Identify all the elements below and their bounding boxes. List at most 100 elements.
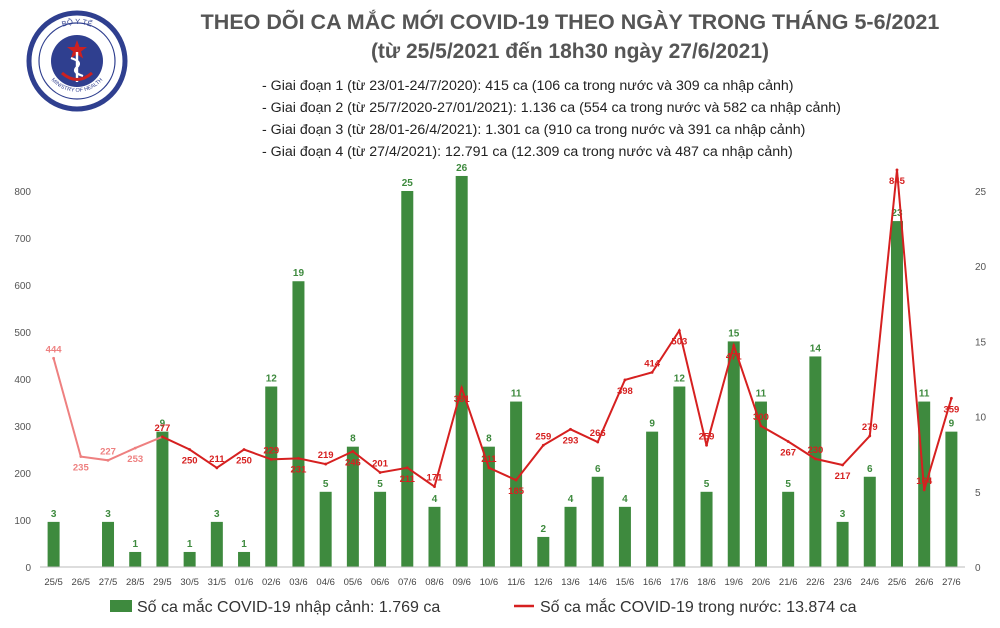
bar-07/6 (401, 191, 414, 567)
bar-21/6 (782, 491, 795, 567)
bar-value-label: 4 (622, 494, 628, 505)
x-tick-label: 27/6 (942, 577, 961, 588)
bar-29/5 (156, 431, 169, 567)
line-point-27/6 (949, 396, 953, 400)
bar-value-label: 23 (891, 208, 903, 219)
line-value-label: 201 (372, 459, 389, 470)
line-point-25/6 (895, 168, 899, 172)
bar-value-label: 6 (867, 464, 873, 475)
bar-16/6 (646, 431, 659, 567)
bar-06/6 (374, 491, 387, 567)
line-value-label: 217 (835, 471, 851, 482)
chart-subtitle: (từ 25/5/2021 đến 18h30 ngày 27/6/2021) (370, 40, 770, 63)
ministry-of-health-logo: BỘ Y TẾ MINISTRY OF HEALTH (26, 10, 128, 112)
bar-10/6 (482, 446, 495, 567)
right-tick-label: 20 (975, 262, 987, 273)
x-tick-label: 18/6 (697, 577, 716, 588)
line-value-label: 219 (318, 450, 334, 461)
line-value-label: 230 (807, 445, 823, 456)
x-tick-label: 09/6 (452, 577, 471, 588)
x-tick-label: 28/5 (126, 577, 145, 588)
line-value-label: 246 (345, 457, 361, 468)
x-tick-label: 12/6 (534, 577, 553, 588)
right-tick-label: 10 (975, 413, 987, 424)
line-value-label: 231 (291, 464, 308, 475)
left-tick-label: 200 (14, 469, 31, 480)
left-tick-label: 600 (14, 281, 31, 292)
line-value-label: 266 (590, 428, 606, 439)
bar-value-label: 3 (840, 509, 846, 520)
x-tick-label: 24/6 (861, 577, 880, 588)
line-value-label: 471 (726, 352, 743, 363)
line-segment-main (161, 169, 953, 491)
line-value-label: 259 (535, 431, 551, 442)
bar-25/5 (47, 521, 60, 567)
x-tick-label: 31/5 (208, 577, 227, 588)
line-point-31/5 (215, 466, 219, 470)
x-tick-label: 17/6 (670, 577, 689, 588)
line-value-label: 279 (862, 422, 878, 433)
bar-value-label: 1 (241, 539, 247, 550)
bar-23/6 (836, 521, 849, 567)
right-tick-label: 0 (975, 563, 981, 574)
left-tick-label: 700 (14, 234, 31, 245)
x-tick-label: 02/6 (262, 577, 281, 588)
line-value-label: 235 (73, 463, 90, 474)
bar-value-label: 1 (187, 539, 193, 550)
x-tick-label: 19/6 (725, 577, 744, 588)
bar-14/6 (591, 476, 604, 567)
line-value-label: 250 (236, 456, 252, 467)
bar-11/6 (510, 401, 523, 567)
line-value-label: 250 (182, 456, 198, 467)
bar-28/5 (129, 551, 142, 567)
bar-02/6 (265, 386, 278, 567)
line-point-21/6 (786, 440, 790, 443)
line-point-22/6 (813, 457, 817, 461)
bar-value-label: 9 (949, 419, 955, 430)
line-point-15/6 (623, 378, 627, 382)
bar-value-label: 11 (511, 389, 522, 400)
line-value-label: 845 (889, 176, 906, 187)
bar-value-label: 2 (541, 524, 547, 535)
bar-08/6 (428, 506, 441, 567)
line-point-01/6 (242, 448, 246, 451)
bar-01/6 (238, 551, 251, 567)
x-tick-label: 25/6 (888, 577, 907, 588)
bar-05/6 (346, 446, 359, 567)
x-tick-label: 15/6 (616, 577, 635, 588)
bar-value-label: 3 (51, 509, 57, 520)
left-tick-label: 300 (14, 422, 31, 433)
line-point-04/6 (324, 462, 328, 466)
bar-value-label: 15 (728, 328, 740, 339)
bar-30/5 (183, 551, 196, 567)
line-value-label: 414 (644, 358, 661, 369)
phase-2-summary: - Giai đoạn 2 (từ 25/7/2020-27/01/2021):… (262, 100, 841, 116)
bar-value-labels: 3 319131121958525426811246491251511514362… (51, 163, 955, 550)
left-axis: 0 100 200 300 400 500 600 700 800 (14, 187, 31, 574)
bar-value-label: 6 (595, 464, 601, 475)
line-point-06/6 (378, 471, 382, 474)
x-tick-label: 05/6 (344, 577, 363, 588)
line-value-label: 398 (617, 386, 633, 397)
line-point-26/5 (79, 455, 83, 458)
bar-27/5 (102, 521, 115, 567)
line-value-label: 211 (481, 454, 497, 465)
x-tick-label: 11/6 (507, 577, 525, 588)
line-point-30/5 (188, 448, 192, 451)
x-tick-label: 26/5 (72, 577, 91, 588)
x-tick-label: 21/6 (779, 577, 798, 588)
bar-value-label: 25 (402, 178, 414, 189)
x-tick-label: 22/6 (806, 577, 825, 588)
bar-25/6 (890, 221, 903, 567)
line-value-label: 293 (563, 435, 579, 446)
line-value-label: 171 (427, 473, 444, 484)
svg-text:BỘ Y TẾ: BỘ Y TẾ (60, 17, 93, 29)
bar-value-label: 5 (377, 479, 383, 490)
line-point-20/6 (759, 424, 763, 428)
line-point-17/6 (677, 329, 681, 332)
line-point-23/6 (841, 463, 844, 467)
legend: Số ca mắc COVID-19 nhập cảnh: 1.769 ca S… (110, 597, 857, 616)
line-point-14/6 (596, 440, 600, 444)
